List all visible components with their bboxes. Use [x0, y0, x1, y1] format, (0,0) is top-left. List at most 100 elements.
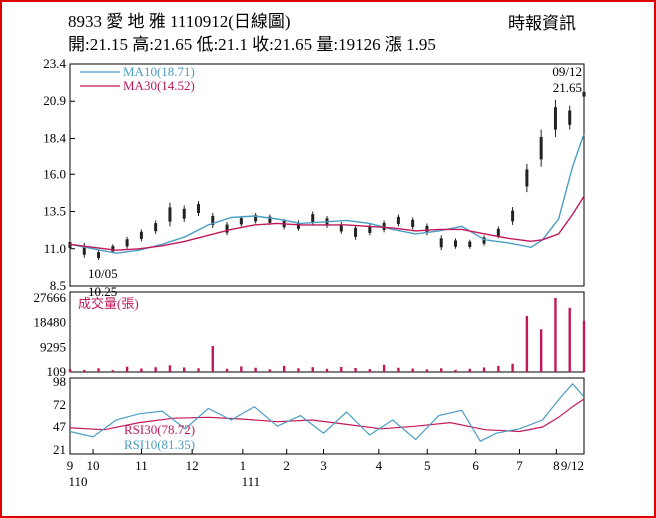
x-month-label: 4 [376, 458, 383, 473]
volume-bar [268, 369, 272, 372]
x-month-label: 11 [135, 458, 148, 473]
price-candle-body [425, 225, 429, 233]
x-month-label: 2 [283, 458, 290, 473]
price-candle-body [439, 238, 443, 248]
volume-panel-border [69, 291, 585, 373]
price-candle-body [511, 210, 515, 222]
volume-bar [497, 365, 500, 372]
volume-bar [154, 367, 157, 372]
volume-bar [282, 365, 286, 372]
ma-line-ma30 [69, 195, 585, 251]
x-month-label: 12 [186, 458, 199, 473]
rsi-tick-label: 47 [53, 419, 67, 434]
price-candle-body [539, 137, 543, 160]
rsi-panel-border [69, 377, 585, 455]
price-candle-body [154, 223, 158, 232]
volume-tick-label: 18480 [34, 315, 67, 330]
price-candle-body [182, 208, 186, 219]
volume-bar [225, 368, 229, 372]
price-candle-body [139, 231, 143, 239]
price-candle-body [382, 222, 386, 230]
price-candle-body [168, 207, 172, 222]
volume-bar [211, 345, 214, 372]
volume-bar [311, 367, 314, 372]
price-candle-body [111, 246, 115, 252]
chart-title: 8933 愛 地 雅 1110912(日線圖) [68, 12, 291, 31]
last-value-label: 21.65 [553, 80, 582, 95]
x-month-label: 3 [320, 458, 327, 473]
price-candle-body [454, 240, 457, 247]
price-candle-body [97, 252, 101, 258]
x-month-label: 7 [516, 458, 523, 473]
low-date-label: 10/05 [88, 266, 118, 281]
volume-bar [325, 368, 329, 372]
x-month-label: 1 [240, 458, 247, 473]
volume-bar [411, 368, 414, 372]
price-candle-body [197, 204, 200, 213]
price-candle-body [496, 228, 500, 236]
price-candle-body [368, 225, 372, 233]
price-tick-label: 11.0 [44, 241, 66, 256]
price-candle-body [296, 222, 300, 229]
volume-bar [582, 320, 586, 372]
price-candle-body [354, 227, 358, 237]
volume-bar [568, 307, 571, 372]
volume-bar [539, 329, 543, 372]
ma-line-ma10 [69, 133, 585, 254]
price-panel-border [69, 63, 585, 287]
rsi30-label: RSI30(78.72) [124, 422, 195, 437]
source-label: 時報資訊 [508, 14, 576, 33]
price-tick-label: 8.5 [50, 278, 66, 293]
price-tick-label: 18.4 [43, 130, 66, 145]
volume-bar [340, 366, 343, 372]
legend-label: MA10(18.71) [123, 64, 195, 79]
volume-bar [511, 363, 514, 372]
volume-bar [111, 370, 115, 372]
volume-bar [440, 368, 443, 372]
volume-bar [183, 367, 186, 372]
volume-bar [197, 368, 200, 372]
volume-bar [382, 364, 386, 372]
volume-label: 成交量(張) [78, 296, 139, 311]
price-tick-label: 16.0 [43, 166, 66, 181]
ohlc-summary: 開:21.15 高:21.65 低:21.1 收:21.65 量:19126 漲… [68, 35, 436, 54]
volume-bar [83, 369, 86, 372]
x-year-label: 111 [242, 474, 261, 489]
rsi-line-rsi30 [69, 398, 585, 433]
rsi-tick-label: 98 [53, 374, 66, 389]
price-candle-body [482, 237, 486, 244]
price-candle-body [268, 216, 272, 223]
rsi10-label: RSI10(81.35) [124, 437, 195, 452]
price-tick-label: 20.9 [43, 93, 66, 108]
volume-bar [297, 368, 300, 372]
volume-bar [140, 368, 143, 372]
volume-bar [68, 369, 72, 372]
x-month-label: 5 [424, 458, 431, 473]
price-candle-body [339, 224, 343, 232]
price-candle-body [553, 107, 557, 130]
volume-bar [468, 368, 471, 372]
rsi-line-rsi10 [69, 382, 585, 442]
rsi-tick-label: 21 [53, 442, 66, 457]
price-tick-label: 23.4 [43, 56, 66, 71]
legend-label: MA30(14.52) [123, 78, 195, 93]
volume-bar [254, 367, 257, 372]
price-candle-body [254, 215, 258, 222]
volume-tick-label: 109 [47, 364, 67, 379]
price-candle-body [68, 241, 72, 249]
price-tick-label: 13.5 [43, 204, 66, 219]
volume-tick-label: 27666 [34, 290, 67, 305]
rsi-tick-label: 72 [53, 397, 66, 412]
volume-bar [368, 369, 372, 372]
price-candle-body [225, 224, 229, 233]
price-candle-body [211, 215, 215, 225]
volume-bar [354, 367, 357, 372]
volume-bar [97, 368, 100, 372]
x-month-label: 6 [472, 458, 479, 473]
volume-bar [454, 369, 457, 372]
price-candle-body [125, 239, 129, 247]
last-date-label: 09/12 [552, 64, 582, 79]
price-candle-body [239, 218, 243, 225]
